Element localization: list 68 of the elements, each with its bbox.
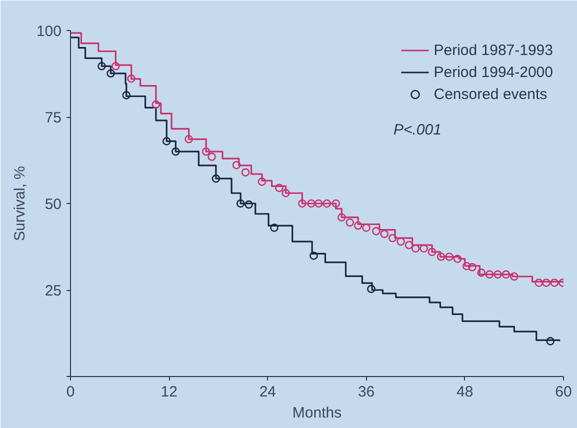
point (241, 168, 250, 177)
point (542, 278, 550, 287)
point (428, 248, 436, 256)
point (411, 244, 420, 253)
point (322, 199, 332, 208)
point (244, 200, 253, 209)
point (98, 62, 106, 70)
y-axis-title: Survival, % (11, 166, 28, 242)
point (202, 147, 210, 156)
point (152, 100, 160, 109)
point (436, 252, 446, 261)
point (307, 199, 316, 208)
point (338, 213, 346, 222)
point (462, 262, 471, 270)
point (550, 278, 559, 287)
point (420, 244, 428, 253)
point (494, 270, 502, 279)
point (258, 178, 266, 186)
point (112, 62, 120, 70)
point (332, 199, 340, 208)
point (453, 254, 462, 264)
y-tick-label: 100 (36, 23, 62, 40)
point (282, 188, 290, 198)
point (534, 278, 543, 287)
point (404, 240, 414, 250)
x-axis-title: Months (292, 404, 342, 422)
point (184, 135, 193, 144)
point (354, 222, 362, 230)
point (106, 69, 115, 78)
point (485, 270, 494, 279)
x-tick-label: 48 (456, 384, 474, 400)
point (275, 184, 284, 192)
point (388, 234, 397, 242)
point (122, 91, 131, 100)
point (162, 137, 171, 146)
x-tick-label: 0 (66, 384, 75, 400)
point (298, 199, 306, 208)
y-tick-label: 50 (44, 196, 62, 213)
point (172, 147, 180, 156)
point (236, 199, 245, 208)
point (346, 218, 354, 227)
legend-label: Period 1994-2000 (434, 64, 553, 80)
point (208, 152, 216, 161)
annotation: P<.001 (394, 122, 442, 138)
point (396, 237, 405, 246)
point (367, 284, 376, 294)
x-tick-label: 24 (259, 384, 276, 400)
point (232, 160, 241, 170)
point (310, 252, 318, 260)
point (502, 270, 510, 279)
point (468, 263, 476, 272)
point (270, 224, 278, 232)
point (445, 252, 454, 261)
point (372, 227, 380, 236)
legend-label: Censored events (434, 86, 548, 102)
point (127, 74, 136, 83)
point (510, 272, 518, 281)
point (477, 268, 486, 277)
point (212, 174, 220, 183)
x-tick-label: 36 (358, 384, 375, 400)
y-tick-label: 25 (44, 282, 62, 300)
point (314, 199, 323, 208)
x-tick-label: 60 (555, 384, 572, 400)
y-tick-label: 75 (44, 110, 62, 126)
point (380, 230, 389, 238)
x-tick-label: 12 (160, 384, 178, 400)
legend-label: Period 1987-1993 (434, 42, 553, 58)
point (546, 337, 555, 346)
